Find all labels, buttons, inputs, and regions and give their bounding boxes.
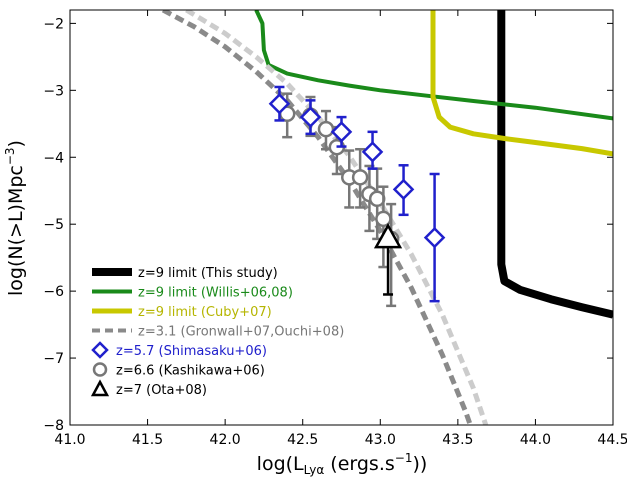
x-tick-label: 41.5 bbox=[132, 432, 163, 448]
legend-label: z=6.6 (Kashikawa+06) bbox=[116, 364, 265, 379]
plot-area bbox=[161, 10, 613, 425]
triangle-marker-0 bbox=[373, 223, 403, 249]
y-tick-label: −8 bbox=[43, 418, 64, 434]
legend-label: z=5.7 (Shimasaku+06) bbox=[116, 344, 267, 359]
x-tick-label: 44.5 bbox=[597, 432, 627, 448]
y-tick-label: −3 bbox=[43, 83, 64, 99]
series-line-2 bbox=[430, 10, 613, 157]
series-dashed-curve-0 bbox=[161, 10, 473, 425]
diamond-marker-1 bbox=[299, 106, 322, 128]
x-axis-label: log(LLyα (ergs.s−1)) bbox=[257, 451, 428, 477]
y-tick-label: −4 bbox=[43, 150, 64, 166]
y-tick-label: −2 bbox=[43, 16, 64, 32]
legend-label: z=9 limit (Cuby+07) bbox=[138, 305, 272, 320]
y-tick-label: −6 bbox=[43, 284, 64, 300]
legend-label: z=9 limit (This study) bbox=[138, 266, 278, 281]
legend-swatch-circle bbox=[92, 362, 108, 377]
series-dashed-curve-1 bbox=[185, 10, 489, 425]
legend-label: z=3.1 (Gronwall+07,Ouchi+08) bbox=[138, 325, 344, 340]
circle-marker-7 bbox=[368, 190, 386, 208]
plot-frame bbox=[69, 9, 614, 426]
x-tick-label: 41.0 bbox=[54, 432, 85, 448]
circle-marker-5 bbox=[351, 169, 369, 186]
series-line-0 bbox=[497, 10, 613, 319]
legend: z=9 limit (This study) z=9 limit (Willis+… bbox=[90, 266, 344, 398]
axes-ticks: 41.0 41.5 42.0 42.5 43.0 43.5 44.0 44.5 −8 −7 −6 −5… bbox=[43, 10, 627, 448]
x-tick-label: 44.0 bbox=[520, 432, 551, 448]
x-tick-label: 43.0 bbox=[365, 432, 396, 448]
legend-swatch-diamond bbox=[91, 341, 109, 359]
x-tick-label: 43.5 bbox=[442, 432, 473, 448]
legend-label: z=9 limit (Willis+06,08) bbox=[138, 286, 293, 301]
y-axis-label: log(N(>L)Mpc−3) bbox=[3, 140, 27, 296]
diamond-marker-5 bbox=[423, 226, 446, 249]
circle-marker-2 bbox=[317, 120, 335, 138]
y-tick-label: −7 bbox=[43, 351, 64, 367]
legend-swatch-triangle bbox=[90, 379, 110, 397]
diamond-marker-4 bbox=[392, 178, 415, 201]
diamond-marker-2 bbox=[330, 121, 353, 143]
series-line-1 bbox=[254, 10, 613, 121]
x-tick-label: 42.5 bbox=[287, 432, 318, 448]
diamond-marker-0 bbox=[268, 92, 291, 115]
y-tick-label: −5 bbox=[43, 217, 64, 233]
legend-label: z=7 (Ota+08) bbox=[116, 383, 207, 398]
x-tick-label: 42.0 bbox=[210, 432, 241, 448]
diamond-marker-3 bbox=[361, 141, 384, 163]
